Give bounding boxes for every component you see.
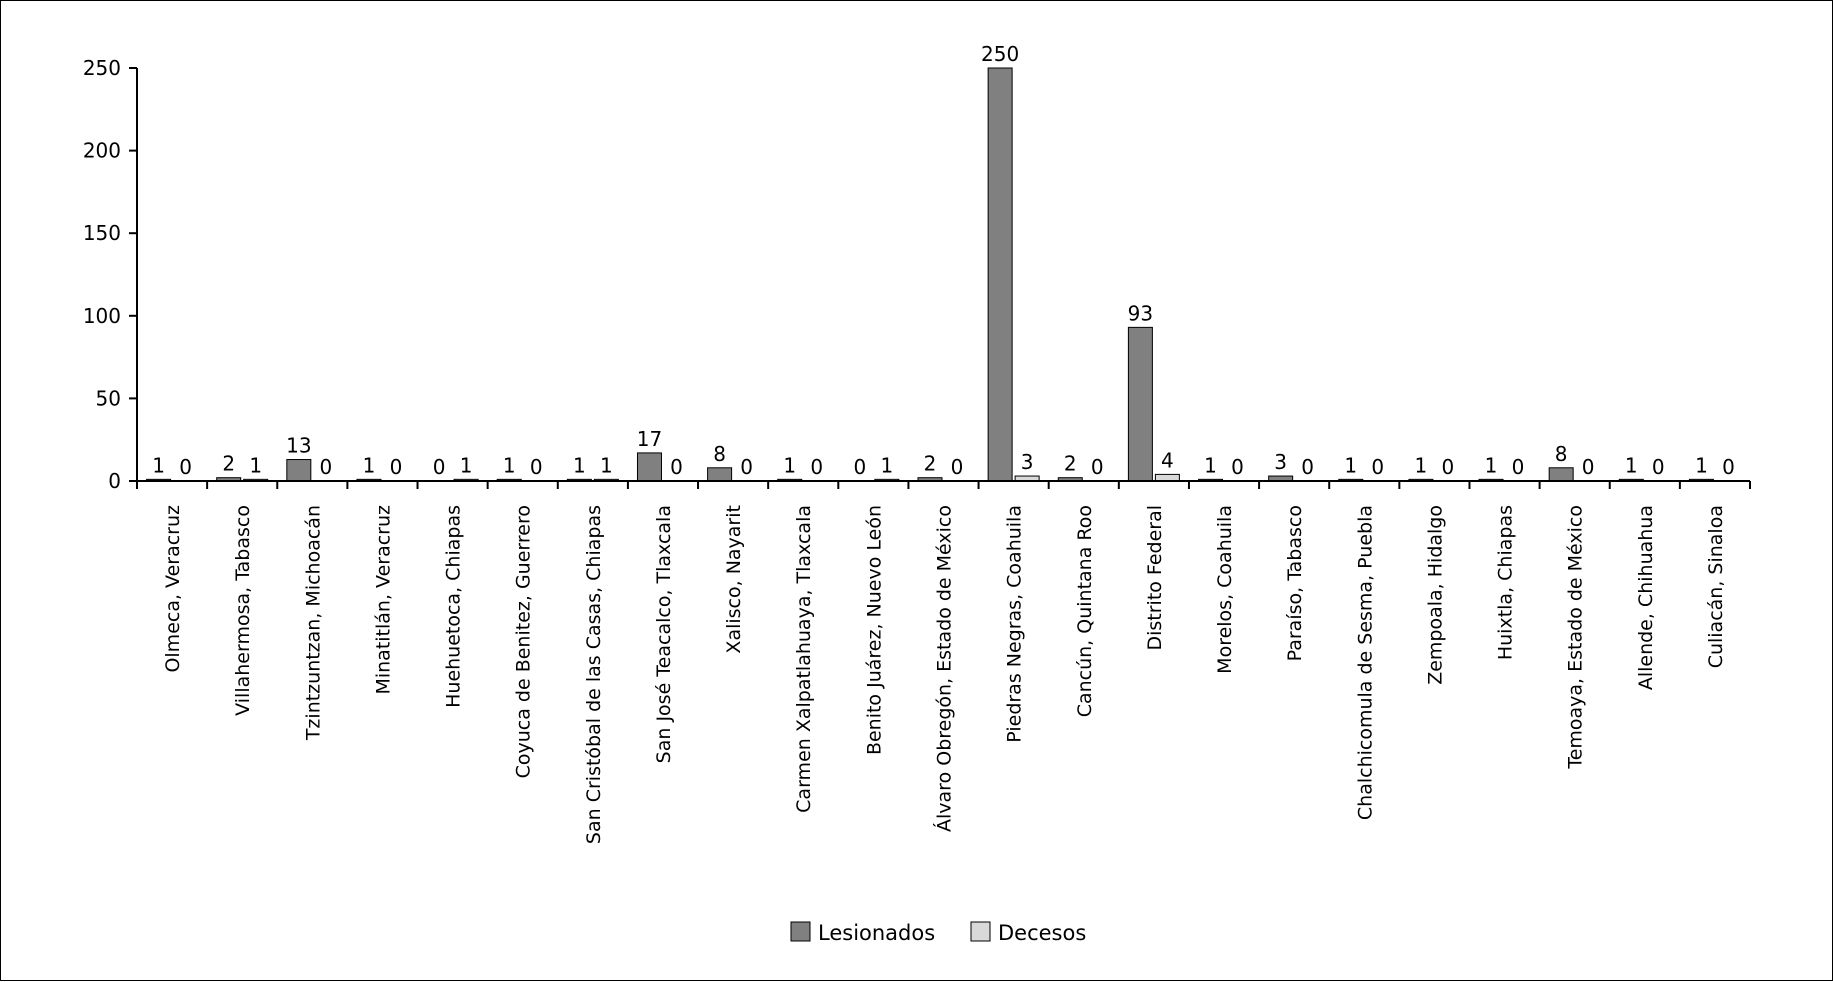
data-label-lesionados-7: 17 — [637, 427, 662, 451]
legend-swatch-lesionados — [790, 921, 811, 942]
y-tick-label: 50 — [96, 386, 121, 410]
data-label-lesionados-2: 13 — [286, 434, 311, 458]
data-label-decesos-20: 0 — [1582, 455, 1595, 479]
bar-lesionados-2 — [286, 459, 312, 482]
x-tick-label: Villahermosa, Tabasco — [232, 505, 254, 716]
data-label-lesionados-22: 1 — [1695, 453, 1708, 477]
data-label-lesionados-14: 93 — [1128, 301, 1153, 325]
data-label-decesos-9: 0 — [810, 455, 823, 479]
y-tick-label: 150 — [83, 221, 121, 245]
data-label-lesionados-9: 1 — [783, 453, 796, 477]
y-tick-label: 0 — [108, 469, 121, 493]
data-label-lesionados-10: 0 — [854, 455, 867, 479]
x-tick-label: Paraíso, Tabasco — [1284, 505, 1306, 661]
legend-swatch-decesos — [970, 921, 991, 942]
data-label-decesos-11: 0 — [951, 455, 964, 479]
legend: Lesionados Decesos — [790, 921, 1086, 945]
data-label-decesos-12: 3 — [1021, 450, 1034, 474]
x-tick-label: Tzintzuntzan, Michoacán — [302, 505, 324, 741]
data-label-decesos-13: 0 — [1091, 455, 1104, 479]
data-label-lesionados-15: 1 — [1204, 453, 1217, 477]
data-label-decesos-17: 0 — [1371, 455, 1384, 479]
x-tick-label: Zempoala, Hidalgo — [1424, 505, 1446, 685]
bar-lesionados-7 — [636, 452, 662, 482]
x-tick-label: Cancún, Quintana Roo — [1074, 505, 1096, 717]
data-label-lesionados-20: 8 — [1555, 442, 1568, 466]
x-tick-label: Piedras Negras, Coahuila — [1004, 505, 1026, 743]
x-tick-label: Benito Juárez, Nuevo León — [863, 505, 885, 755]
data-label-decesos-3: 0 — [390, 455, 403, 479]
data-label-lesionados-18: 1 — [1415, 453, 1428, 477]
data-label-lesionados-4: 0 — [433, 455, 446, 479]
y-axis: 0 50 100 150 200 250 — [83, 56, 138, 493]
x-tick-label: Morelos, Coahuila — [1214, 505, 1236, 674]
x-tick-label: Huixtla, Chiapas — [1495, 505, 1517, 660]
data-label-decesos-2: 0 — [319, 455, 332, 479]
x-tick-label: Temoaya, Estado de México — [1565, 505, 1587, 770]
data-label-decesos-15: 0 — [1231, 455, 1244, 479]
x-tick-label: Distrito Federal — [1144, 505, 1166, 651]
data-label-decesos-8: 0 — [740, 455, 753, 479]
y-tick-label: 100 — [83, 304, 121, 328]
data-label-lesionados-6: 1 — [573, 453, 586, 477]
data-label-decesos-14: 4 — [1161, 448, 1174, 472]
x-tick-label: San Cristóbal de las Casas, Chiapas — [583, 505, 605, 844]
x-tick-label: Carmen Xalpatlahuaya, Tlaxcala — [793, 505, 815, 813]
x-tick-label: Culiacán, Sinaloa — [1705, 505, 1727, 668]
data-label-lesionados-12: 250 — [981, 42, 1019, 66]
bar-lesionados-8 — [707, 467, 733, 482]
data-label-lesionados-16: 3 — [1274, 450, 1287, 474]
x-tick-label: Minatitlán, Veracruz — [372, 505, 394, 695]
data-label-decesos-5: 0 — [530, 455, 543, 479]
data-label-decesos-1: 1 — [249, 453, 262, 477]
x-tick-label: Coyuca de Benitez, Guerrero — [513, 505, 535, 778]
data-label-decesos-0: 0 — [179, 455, 192, 479]
data-label-decesos-19: 0 — [1512, 455, 1525, 479]
data-label-decesos-7: 0 — [670, 455, 683, 479]
x-tick-label: Xalisco, Nayarit — [723, 505, 745, 654]
x-tick-label: Huehuetoca, Chiapas — [443, 505, 465, 708]
data-label-decesos-6: 1 — [600, 453, 613, 477]
data-label-lesionados-1: 2 — [222, 452, 235, 476]
y-tick-label: 200 — [83, 139, 121, 163]
data-label-decesos-16: 0 — [1301, 455, 1314, 479]
data-label-lesionados-13: 2 — [1064, 452, 1077, 476]
data-label-lesionados-8: 8 — [713, 442, 726, 466]
data-label-decesos-21: 0 — [1652, 455, 1665, 479]
data-label-lesionados-0: 1 — [152, 453, 165, 477]
data-label-decesos-22: 0 — [1722, 455, 1735, 479]
bar-lesionados-12 — [987, 67, 1013, 482]
x-tick-label: Allende, Chihuahua — [1635, 505, 1657, 690]
data-label-lesionados-11: 2 — [924, 452, 937, 476]
x-tick-label: Olmeca, Veracruz — [162, 505, 184, 673]
data-label-lesionados-5: 1 — [503, 453, 516, 477]
bar-lesionados-20 — [1548, 467, 1574, 482]
x-tick-label: San José Teacalco, Tlaxcala — [653, 505, 675, 763]
bar-lesionados-14 — [1127, 326, 1153, 482]
data-label-decesos-4: 1 — [460, 453, 473, 477]
data-label-lesionados-3: 1 — [363, 453, 376, 477]
y-tick-label: 250 — [83, 56, 121, 80]
legend-label-lesionados: Lesionados — [818, 921, 935, 945]
data-label-decesos-18: 0 — [1442, 455, 1455, 479]
x-tick-label: Chalchicomula de Sesma, Puebla — [1354, 505, 1376, 820]
data-label-decesos-10: 1 — [881, 453, 894, 477]
data-label-lesionados-19: 1 — [1485, 453, 1498, 477]
x-tick-label: Álvaro Obregón, Estado de México — [933, 505, 956, 832]
data-label-lesionados-17: 1 — [1344, 453, 1357, 477]
x-axis: Olmeca, Veracruz Villahermosa, Tabasco Tzi… — [136, 480, 1751, 844]
data-label-lesionados-21: 1 — [1625, 453, 1638, 477]
legend-label-decesos: Decesos — [998, 921, 1086, 945]
